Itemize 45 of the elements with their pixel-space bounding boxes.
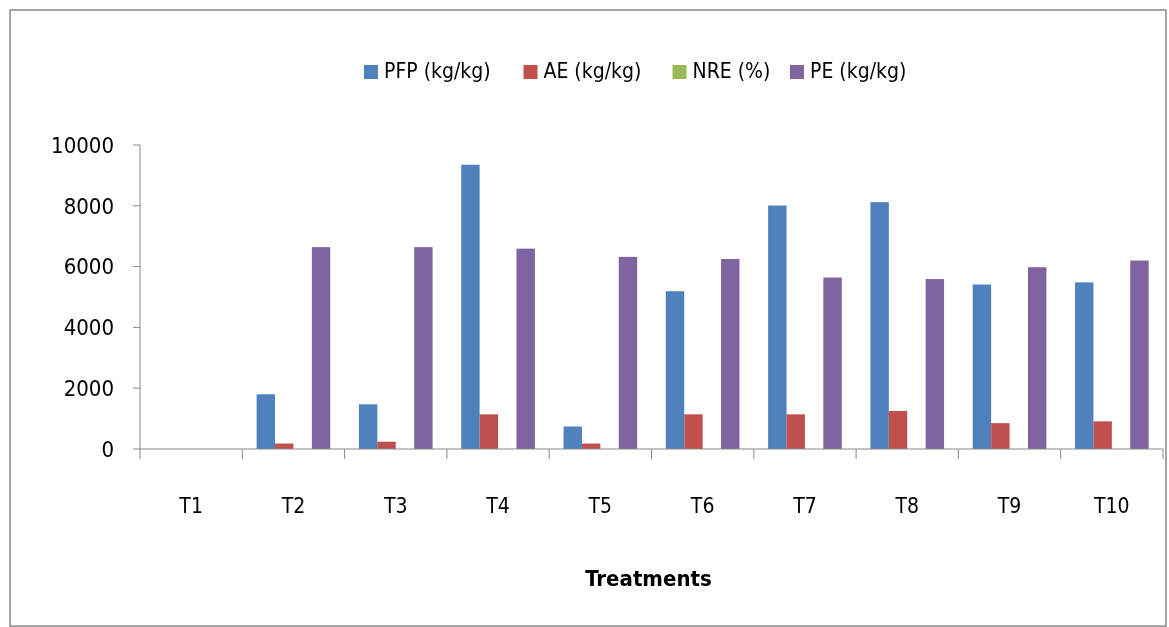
- x-tick-label: T7: [792, 494, 817, 518]
- bar: [461, 164, 480, 449]
- legend-label: PE (kg/kg): [810, 59, 907, 83]
- bar: [768, 205, 787, 449]
- bar: [1075, 282, 1094, 449]
- bar: [516, 248, 535, 449]
- bar: [1093, 421, 1112, 449]
- bar: [972, 284, 992, 449]
- legend-label: PFP (kg/kg): [384, 59, 491, 83]
- bar: [618, 256, 638, 449]
- bar: [665, 291, 685, 449]
- bar: [823, 277, 842, 449]
- x-tick-label: T10: [1093, 494, 1130, 518]
- x-tick-label: T6: [689, 494, 715, 518]
- bar: [256, 394, 276, 449]
- x-tick-label: T2: [280, 494, 306, 518]
- bar: [684, 414, 703, 449]
- bar: [721, 259, 740, 449]
- x-tick-label: T1: [178, 494, 203, 518]
- bar: [479, 414, 499, 449]
- y-tick-label: 0: [101, 436, 114, 462]
- y-tick-label: 10000: [51, 132, 114, 158]
- bar: [786, 414, 805, 449]
- bar: [414, 247, 433, 449]
- x-tick-label: T5: [587, 494, 613, 518]
- legend-label: NRE (%): [692, 59, 771, 83]
- bar: [311, 247, 331, 449]
- x-tick-label: T3: [382, 494, 408, 518]
- bar: [358, 404, 378, 449]
- bar: [870, 202, 889, 449]
- x-tick-label: T8: [894, 494, 920, 518]
- y-tick-label: 8000: [63, 193, 114, 219]
- legend-label: AE (kg/kg): [543, 59, 642, 83]
- bar: [563, 426, 582, 449]
- bar: [1130, 260, 1149, 449]
- bar: [888, 411, 908, 449]
- bar: [925, 279, 945, 449]
- bar: [1027, 267, 1047, 449]
- y-tick-label: 2000: [63, 375, 114, 401]
- x-tick-label: T4: [485, 494, 510, 518]
- bar: [991, 423, 1010, 449]
- x-axis-title: Treatments: [585, 566, 712, 591]
- y-tick-label: 6000: [63, 254, 114, 280]
- y-tick-label: 4000: [63, 315, 114, 341]
- x-tick-label: T9: [996, 494, 1022, 518]
